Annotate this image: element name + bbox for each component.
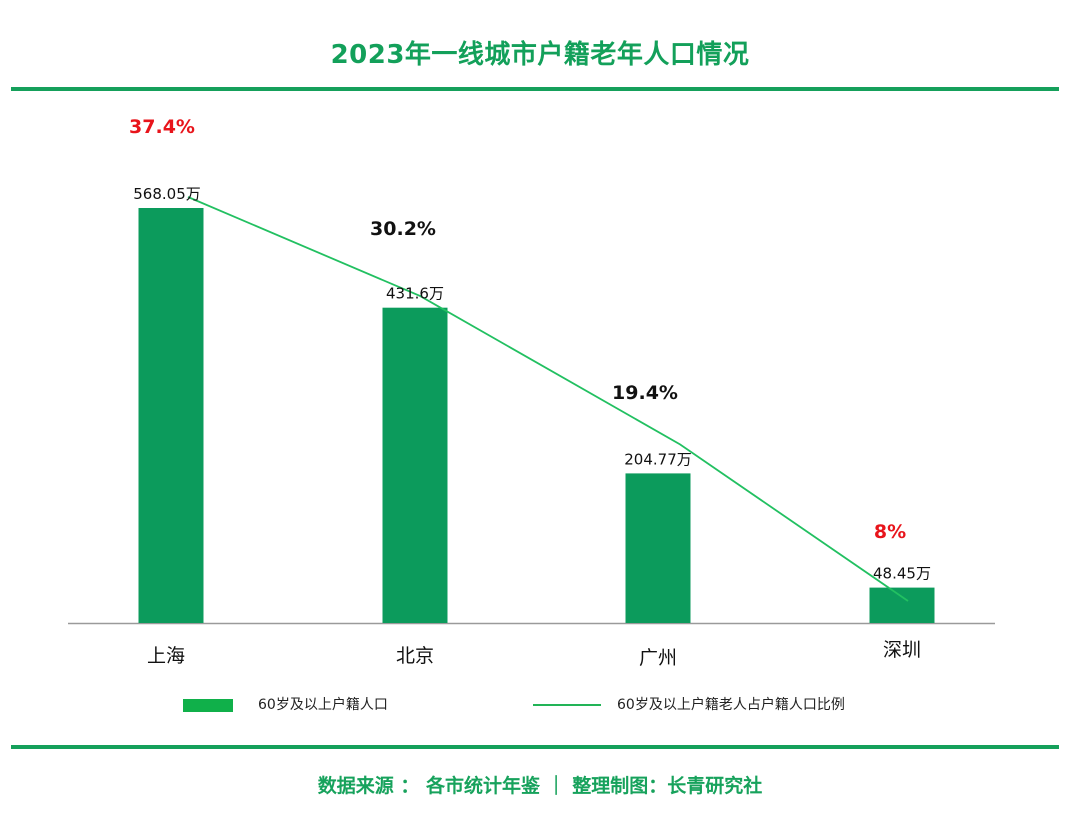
line-series xyxy=(187,196,909,602)
chart-title: 2023年一线城市户籍老年人口情况 xyxy=(330,40,750,70)
bar-series xyxy=(138,208,935,623)
bar-value-label: 431.6万 xyxy=(386,285,444,303)
x-tick-labels: 上海 北京 广州 深圳 xyxy=(147,639,921,669)
bar xyxy=(382,307,448,623)
legend-swatch-bar xyxy=(183,698,233,712)
bar xyxy=(625,473,691,623)
legend-item-line: 60岁及以上户籍老人占户籍人口比例 xyxy=(533,694,845,714)
footer-divider xyxy=(11,745,1059,749)
data-labels: 568.05万 431.6万 204.77万 48.45万 37.4% 30.2% 19.4… xyxy=(129,116,931,583)
legend-swatch-line xyxy=(533,704,601,706)
x-tick-label: 北京 xyxy=(396,645,434,667)
chart-canvas: 568.05万 431.6万 204.77万 48.45万 37.4% 30.2% 19.4… xyxy=(68,116,995,669)
ratio-value-label: 37.4% xyxy=(129,116,195,138)
bar-value-label: 204.77万 xyxy=(624,450,692,468)
legend-item-bar: 60岁及以上户籍人口 xyxy=(183,694,388,714)
bar-value-label: 568.05万 xyxy=(133,185,201,203)
x-tick-label: 上海 xyxy=(147,645,185,667)
x-tick-label: 广州 xyxy=(639,647,677,669)
legend-label-line: 60岁及以上户籍老人占户籍人口比例 xyxy=(617,697,845,713)
bar xyxy=(869,587,935,623)
ratio-line xyxy=(187,196,909,602)
x-tick-label: 深圳 xyxy=(883,639,921,661)
bar-value-label: 48.45万 xyxy=(873,565,931,583)
bar xyxy=(138,208,204,623)
ratio-value-label: 30.2% xyxy=(370,218,436,240)
ratio-value-label: 19.4% xyxy=(612,382,678,404)
legend-label-bar: 60岁及以上户籍人口 xyxy=(258,697,388,713)
source-footer: 数据来源 ： 各市统计年鉴 ｜ 整理制图：长青研究社 xyxy=(317,775,763,797)
ratio-value-label: 8% xyxy=(874,521,906,543)
title-divider xyxy=(11,87,1059,91)
